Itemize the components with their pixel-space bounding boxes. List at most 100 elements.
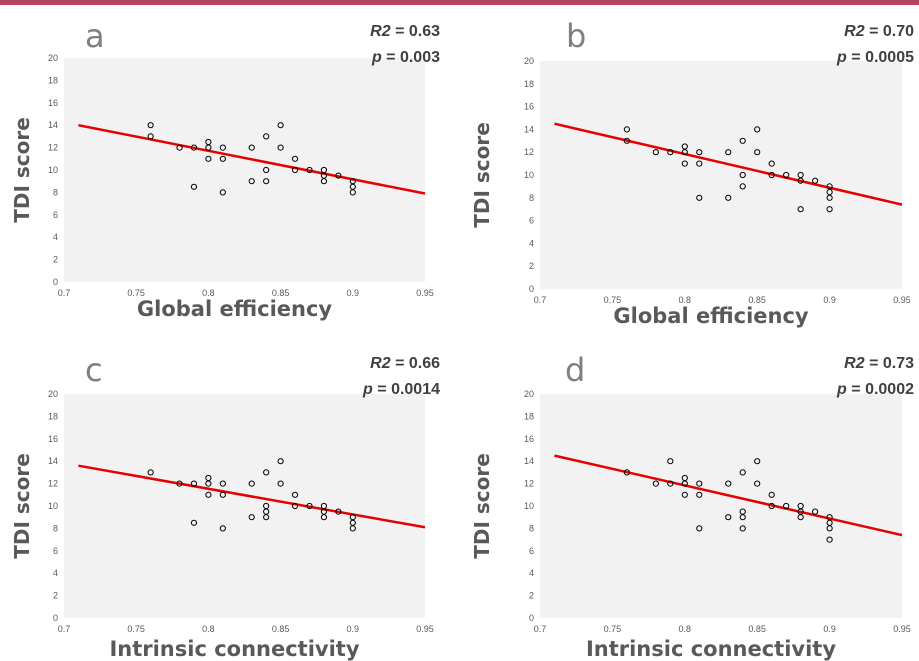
data-point (768, 491, 775, 498)
data-point (248, 178, 255, 185)
p-value-value: = 0.0002 (847, 381, 914, 398)
y-axis-title: TDI score (470, 453, 494, 559)
data-point (263, 178, 270, 185)
x-tick-label: 0.95 (893, 295, 911, 305)
y-tick-label: 12 (524, 147, 534, 157)
x-tick-label: 0.7 (534, 624, 547, 634)
y-tick-label: 8 (53, 187, 58, 197)
x-tick-label: 0.8 (202, 624, 215, 634)
data-point (190, 144, 198, 151)
x-tick-label: 0.7 (58, 624, 71, 634)
p-value-key: p (371, 49, 382, 66)
y-tick-label: 18 (524, 79, 534, 89)
data-point (812, 508, 819, 515)
data-point (623, 137, 630, 144)
data-point (291, 502, 299, 510)
data-point (263, 166, 270, 174)
y-tick-label: 8 (529, 523, 534, 533)
data-point (783, 502, 790, 510)
data-point (291, 491, 299, 498)
data-point (320, 178, 328, 185)
data-point (190, 480, 198, 487)
panel-letter: c (85, 351, 103, 389)
data-point (768, 160, 775, 167)
data-point (826, 536, 833, 543)
data-point (826, 189, 833, 196)
y-tick-label: 2 (53, 255, 58, 265)
r-squared-value: = 0.66 (391, 355, 440, 372)
y-tick-label: 12 (48, 479, 58, 489)
data-point (739, 469, 746, 476)
data-point (725, 194, 732, 201)
y-tick-label: 4 (53, 568, 58, 578)
data-point (147, 122, 154, 129)
data-point (277, 144, 284, 151)
data-point (797, 177, 804, 184)
data-point (205, 480, 212, 487)
data-point (696, 160, 703, 167)
x-tick-label: 0.95 (416, 288, 434, 298)
top-accent-rule (0, 0, 919, 5)
x-tick-label: 0.9 (347, 288, 360, 298)
data-point (667, 149, 674, 156)
data-point (248, 514, 255, 521)
x-tick-label: 0.75 (604, 624, 622, 634)
data-point (667, 458, 674, 465)
data-point (725, 149, 732, 156)
scatter-panel-d: 0 2 4 6 8 10 12 14 16 18 20 0.7 0.75 0.8 0.85 0.9 0.95 TD… (459, 340, 919, 661)
regression-line (554, 454, 903, 537)
data-point (349, 189, 356, 196)
data-point (783, 171, 790, 179)
y-tick-label: 20 (524, 56, 534, 66)
y-axis-title: TDI score (470, 122, 494, 228)
data-point (696, 149, 703, 156)
data-point (725, 480, 732, 487)
data-point (291, 166, 299, 174)
data-point (219, 189, 226, 196)
data-point (754, 458, 761, 465)
p-value-stat: p = 0.0014 (362, 381, 440, 398)
y-tick-label: 12 (48, 143, 58, 153)
regression-line (554, 122, 903, 206)
data-point (147, 133, 154, 140)
r-squared-stat: R2 = 0.73 (844, 355, 914, 372)
data-point (681, 480, 688, 487)
r-squared-value: = 0.70 (865, 23, 914, 40)
data-point (754, 126, 761, 133)
p-value-stat: p = 0.003 (371, 49, 440, 66)
data-point (681, 143, 688, 150)
y-tick-label: 6 (529, 216, 534, 226)
data-point (754, 480, 761, 487)
data-point (681, 160, 688, 167)
y-tick-label: 14 (48, 120, 58, 130)
data-point (725, 514, 732, 521)
y-tick-label: 2 (529, 261, 534, 271)
p-value-stat: p = 0.0002 (836, 381, 914, 398)
data-point (667, 480, 674, 487)
data-point (205, 491, 212, 498)
p-value-key: p (362, 381, 373, 398)
regression-line (78, 123, 426, 195)
r-squared-stat: R2 = 0.63 (370, 23, 440, 40)
y-tick-label: 14 (524, 124, 534, 134)
x-tick-label: 0.95 (893, 624, 911, 634)
r-squared-stat: R2 = 0.66 (370, 355, 440, 372)
regression-line (78, 464, 426, 529)
data-point (205, 144, 212, 151)
x-tick-label: 0.8 (679, 624, 692, 634)
scatter-panel-b: 0 2 4 6 8 10 12 14 16 18 20 0.7 0.75 0.8 0.85 0.9 0.95 TD… (459, 8, 919, 338)
data-point (797, 171, 804, 179)
y-tick-label: 14 (48, 456, 58, 466)
p-value-key: p (836, 49, 847, 66)
y-tick-label: 18 (48, 75, 58, 85)
plot-area (540, 394, 902, 618)
data-point (190, 183, 198, 190)
y-axis-title: TDI score (10, 117, 34, 223)
data-point (219, 525, 226, 532)
p-value-value: = 0.0014 (373, 381, 440, 398)
y-tick-label: 6 (53, 546, 58, 556)
y-tick-label: 16 (524, 434, 534, 444)
r-squared-value: = 0.63 (391, 23, 440, 40)
data-point (277, 122, 284, 129)
data-point (623, 469, 630, 476)
